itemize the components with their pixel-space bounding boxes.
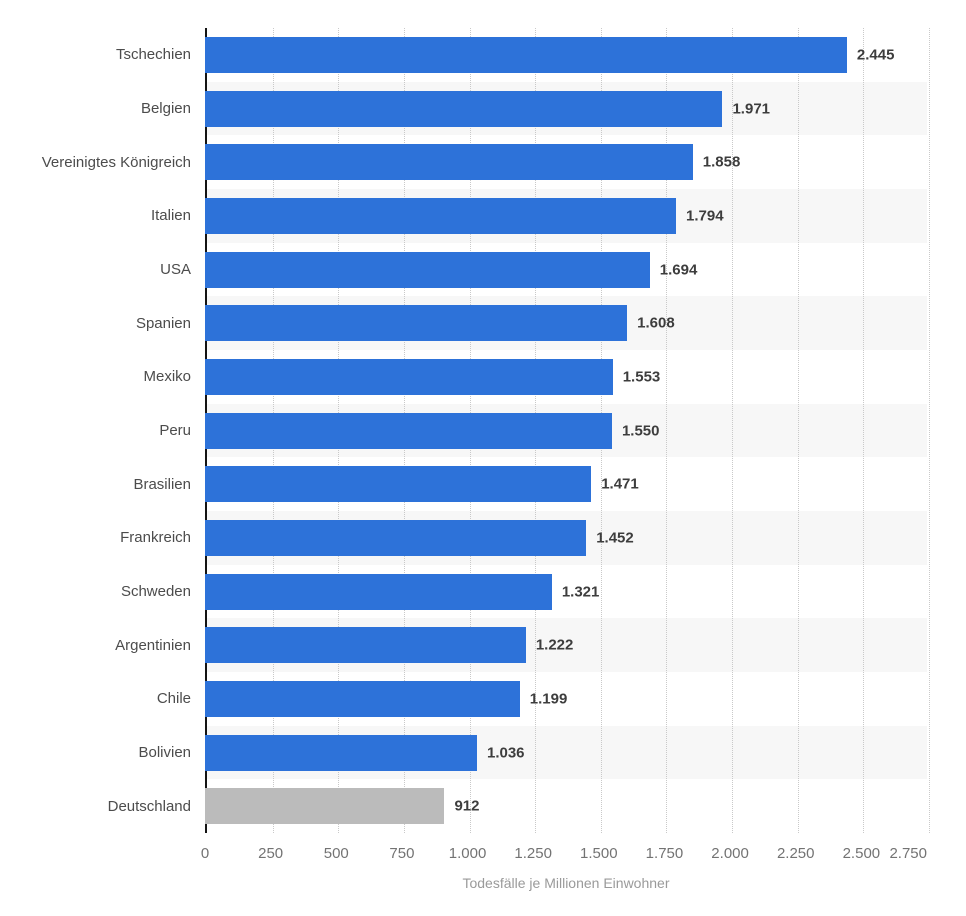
category-label: Italien [150, 207, 191, 225]
category-label: Deutschland [107, 797, 191, 815]
category-label: Peru [159, 422, 191, 440]
category-label: Mexiko [143, 368, 191, 386]
bar[interactable] [205, 788, 445, 825]
x-tick-label: 1.000 [448, 845, 487, 862]
x-tick-label: 1.250 [514, 845, 552, 862]
bar[interactable] [205, 573, 552, 610]
value-label: 1.036 [486, 744, 525, 762]
x-tick-label: 750 [389, 845, 415, 862]
x-tick-label: 2.000 [711, 845, 749, 862]
bar-track: 1.321 [205, 565, 927, 619]
bar-track: 1.471 [205, 457, 927, 511]
category-label: Belgien [140, 100, 191, 117]
bar[interactable] [205, 734, 477, 771]
x-tick-label: 0 [200, 845, 210, 862]
x-tick-label: 250 [258, 845, 284, 862]
bar[interactable] [205, 197, 676, 234]
bar-track: 1.794 [205, 189, 927, 243]
x-tick-label: 2.500 [842, 845, 881, 862]
category-label: Bolivien [138, 744, 191, 762]
bar[interactable] [205, 144, 693, 181]
category-label: Tschechien [115, 46, 191, 64]
bar-track: 1.452 [205, 511, 927, 565]
bar[interactable] [205, 519, 587, 556]
value-label: 1.694 [659, 261, 698, 279]
x-tick-label: 1.500 [580, 845, 618, 862]
category-label: Spanien [135, 314, 191, 332]
value-label: 912 [454, 797, 480, 815]
value-label: 1.321 [561, 583, 600, 601]
bar[interactable] [205, 466, 592, 503]
bar-track: 2.445 [205, 28, 927, 82]
value-label: 1.553 [622, 368, 661, 386]
x-axis-tick-labels: 0 250 500 750 1.000 1.250 1.500 1.750 2.000 2.250… [201, 845, 927, 867]
chart-row: Italien 1.794 [0, 189, 966, 243]
bar[interactable] [205, 680, 520, 717]
value-label: 2.445 [856, 46, 895, 64]
chart-row: Vereinigtes Königreich 1.858 [0, 135, 966, 189]
chart-row: Schweden 1.321 [0, 565, 966, 619]
bar[interactable] [205, 412, 612, 449]
x-axis-title: Todesfälle je Millionen Einwohner [462, 875, 670, 891]
bar-track: 1.550 [205, 403, 927, 458]
x-tick-label: 1.750 [645, 845, 684, 862]
bar-track: 1.199 [205, 672, 927, 726]
chart-row: Mexiko 1.553 [0, 350, 966, 404]
chart-row: Spanien 1.608 [0, 296, 966, 351]
x-tick-label: 2.750 [889, 845, 927, 862]
chart-row: Belgien 1.971 [0, 81, 966, 136]
category-label: Brasilien [133, 475, 191, 493]
value-label: 1.858 [702, 153, 741, 171]
chart-row: USA 1.694 [0, 243, 966, 297]
chart-row: Peru 1.550 [0, 403, 966, 458]
category-label: Schweden [120, 583, 191, 601]
bar-track: 1.858 [205, 135, 927, 189]
value-label: 1.971 [732, 100, 771, 117]
value-label: 1.199 [529, 690, 568, 708]
bar[interactable] [205, 36, 847, 73]
value-label: 1.471 [601, 475, 639, 493]
category-label: Chile [156, 690, 191, 708]
x-tick-label: 2.250 [776, 845, 815, 862]
value-label: 1.608 [637, 314, 675, 332]
bar-track: 1.553 [205, 350, 927, 404]
bar-track: 1.971 [205, 81, 927, 136]
bar-track: 1.222 [205, 618, 927, 673]
chart-row: Frankreich 1.452 [0, 511, 966, 565]
category-label: Frankreich [120, 529, 191, 547]
bar[interactable] [205, 305, 628, 342]
bar[interactable] [205, 358, 613, 395]
category-label: Vereinigtes Königreich [41, 153, 191, 171]
category-label: Argentinien [115, 636, 191, 654]
bar-track: 1.036 [205, 725, 927, 780]
value-label: 1.222 [535, 636, 574, 654]
chart-row: Chile 1.199 [0, 672, 966, 726]
chart-row: Deutschland 912 [0, 779, 966, 833]
chart-row: Bolivien 1.036 [0, 725, 966, 780]
bar-track: 1.608 [205, 296, 927, 351]
chart-rows: Tschechien 2.445 Belgien 1.971 Vereinigtes K… [0, 28, 966, 833]
x-tick-label: 500 [323, 845, 349, 862]
bar[interactable] [205, 251, 650, 288]
bar-track: 1.694 [205, 243, 927, 297]
value-label: 1.452 [596, 529, 634, 547]
bar-track: 912 [205, 779, 927, 833]
chart-row: Tschechien 2.445 [0, 28, 966, 82]
chart-row: Argentinien 1.222 [0, 618, 966, 673]
bar[interactable] [205, 627, 526, 664]
value-label: 1.550 [621, 422, 660, 440]
chart-row: Brasilien 1.471 [0, 457, 966, 511]
category-label: USA [160, 261, 191, 279]
bar[interactable] [205, 90, 723, 127]
value-label: 1.794 [686, 207, 724, 225]
